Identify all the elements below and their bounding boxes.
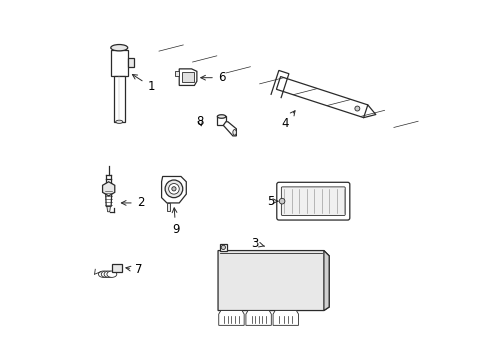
FancyBboxPatch shape [276,182,349,220]
Polygon shape [219,244,226,251]
Polygon shape [174,71,179,76]
Polygon shape [272,311,298,325]
Text: 3: 3 [251,237,264,250]
Ellipse shape [116,120,122,123]
Circle shape [279,198,285,204]
Polygon shape [179,69,197,85]
Polygon shape [223,122,236,136]
Text: 7: 7 [125,264,142,276]
Polygon shape [113,76,124,122]
Polygon shape [182,72,193,82]
Polygon shape [323,251,328,311]
Polygon shape [102,182,115,196]
Text: 4: 4 [281,111,294,130]
Ellipse shape [111,45,127,51]
Circle shape [168,184,179,194]
Circle shape [221,245,225,249]
Polygon shape [276,77,367,118]
Polygon shape [218,251,328,311]
Polygon shape [217,117,225,125]
Text: 8: 8 [196,115,203,128]
Polygon shape [107,207,110,212]
Ellipse shape [107,271,117,277]
Circle shape [165,180,183,198]
Polygon shape [166,203,170,211]
Ellipse shape [232,130,236,135]
FancyBboxPatch shape [281,187,345,215]
Polygon shape [218,311,244,325]
Text: 9: 9 [172,208,179,236]
Polygon shape [105,189,112,207]
Text: 2: 2 [121,197,144,210]
Polygon shape [245,311,271,325]
Circle shape [354,106,359,111]
Circle shape [171,187,176,191]
Polygon shape [112,264,122,272]
Ellipse shape [101,271,111,277]
Ellipse shape [104,271,114,277]
Ellipse shape [98,271,108,277]
Text: 1: 1 [132,75,154,93]
Polygon shape [111,50,127,76]
Polygon shape [127,58,134,67]
Text: 5: 5 [267,195,277,208]
Text: 6: 6 [201,71,225,84]
Ellipse shape [217,115,225,118]
Polygon shape [161,176,186,203]
